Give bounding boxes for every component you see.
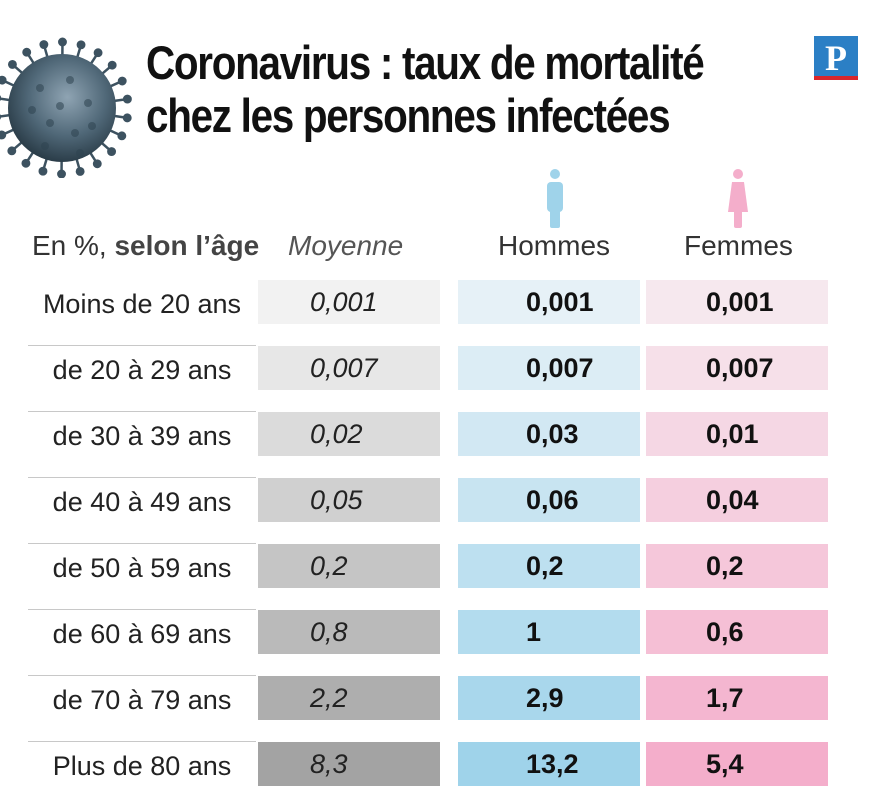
row-header-bold: selon l’âge — [114, 230, 259, 261]
virus-spike-tip — [124, 115, 130, 121]
cell-moyenne: 0,02 — [258, 412, 440, 456]
virus-spike-tip — [0, 77, 5, 83]
virus-spike-tip — [119, 78, 125, 84]
virus-surface-bump — [28, 106, 36, 114]
virus-spike-tip — [78, 42, 84, 48]
cell-femmes: 1,7 — [646, 676, 828, 720]
column-header-moyenne: Moyenne — [288, 226, 403, 266]
row-label: de 20 à 29 ans — [28, 346, 256, 412]
virus-spike-tip — [59, 39, 65, 45]
virus-spike-tip — [109, 62, 115, 68]
chart-title: Coronavirus : taux de mortalité chez les… — [146, 36, 696, 142]
cell-femmes: 5,4 — [646, 742, 828, 786]
virus-surface-bump — [76, 149, 84, 157]
title-line-2: chez les personnes infectées — [146, 89, 696, 142]
virus-spike-tip — [119, 133, 125, 139]
virus-surface-bump — [71, 129, 79, 137]
title-line-1: Coronavirus : taux de mortalité — [146, 36, 696, 89]
cell-moyenne: 0,05 — [258, 478, 440, 522]
virus-spike-tip — [23, 160, 29, 166]
virus-spike-tip — [9, 61, 15, 67]
cell-hommes: 13,2 — [458, 742, 640, 786]
cell-femmes: 0,2 — [646, 544, 828, 588]
man-icon — [544, 168, 566, 228]
row-label: de 30 à 39 ans — [28, 412, 256, 478]
virus-spike-tip — [94, 161, 100, 167]
cell-moyenne: 8,3 — [258, 742, 440, 786]
cell-moyenne: 0,2 — [258, 544, 440, 588]
cell-hommes: 0,03 — [458, 412, 640, 456]
cell-femmes: 0,01 — [646, 412, 828, 456]
virus-spike-tip — [77, 168, 83, 174]
virus-spike-tip — [9, 148, 15, 154]
virus-surface-bump — [84, 99, 92, 107]
virus-spike-tip — [95, 50, 101, 56]
cell-moyenne: 0,8 — [258, 610, 440, 654]
woman-icon — [727, 168, 749, 228]
row-label: Plus de 80 ans — [28, 742, 256, 808]
virus-spike-tip — [108, 148, 114, 154]
cell-femmes: 0,001 — [646, 280, 828, 324]
virus-spike-tip — [40, 168, 46, 174]
cell-hommes: 0,06 — [458, 478, 640, 522]
virus-surface-bump — [88, 122, 96, 130]
row-label: de 60 à 69 ans — [28, 610, 256, 676]
row-header: En %, selon l’âge — [32, 226, 262, 266]
cell-hommes: 2,9 — [458, 676, 640, 720]
virus-spike-tip — [124, 96, 130, 102]
virus-spike-tip — [58, 171, 64, 177]
row-label: de 40 à 49 ans — [28, 478, 256, 544]
row-header-prefix: En %, — [32, 230, 107, 261]
virus-icon — [0, 28, 140, 178]
row-label: Moins de 20 ans — [28, 280, 256, 346]
virus-spike-tip — [41, 41, 47, 47]
cell-hommes: 0,007 — [458, 346, 640, 390]
column-header-femmes: Femmes — [684, 226, 796, 266]
cell-moyenne: 0,001 — [258, 280, 440, 324]
virus-spike-tip — [0, 132, 5, 138]
cell-femmes: 0,6 — [646, 610, 828, 654]
column-header-hommes: Hommes — [498, 226, 616, 266]
cell-hommes: 0,2 — [458, 544, 640, 588]
cell-moyenne: 2,2 — [258, 676, 440, 720]
virus-surface-bump — [46, 119, 54, 127]
publisher-logo: P — [814, 36, 858, 80]
cell-femmes: 0,04 — [646, 478, 828, 522]
cell-hommes: 1 — [458, 610, 640, 654]
cell-femmes: 0,007 — [646, 346, 828, 390]
cell-hommes: 0,001 — [458, 280, 640, 324]
virus-surface-bump — [66, 76, 74, 84]
virus-surface-bump — [41, 142, 49, 150]
row-label: de 70 à 79 ans — [28, 676, 256, 742]
virus-spike-tip — [24, 49, 30, 55]
cell-moyenne: 0,007 — [258, 346, 440, 390]
row-label: de 50 à 59 ans — [28, 544, 256, 610]
virus-surface-bump — [36, 84, 44, 92]
virus-surface-bump — [56, 102, 64, 110]
